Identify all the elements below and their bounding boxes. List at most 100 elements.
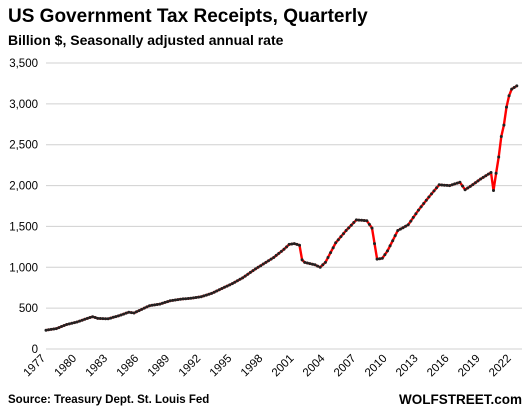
data-point — [473, 181, 477, 185]
x-tick-label: 2016 — [425, 353, 452, 380]
data-point — [334, 241, 338, 245]
x-tick-label: 2007 — [332, 353, 359, 380]
data-point — [362, 219, 366, 222]
x-axis-ticks: 1977 1980 1983 1986 1989 1992 1995 1998 2001 2004… — [22, 352, 514, 379]
data-point — [401, 226, 405, 230]
data-point — [49, 327, 53, 331]
data-point — [248, 270, 252, 274]
data-point — [321, 263, 325, 267]
data-point — [62, 324, 66, 327]
data-point — [52, 327, 56, 331]
data-point — [202, 294, 206, 298]
data-point — [282, 247, 286, 251]
data-point — [168, 299, 172, 303]
data-point — [466, 186, 470, 190]
data-point — [507, 94, 511, 98]
data-point — [308, 262, 312, 266]
data-point — [194, 296, 198, 299]
brand-watermark: WOLFSTREET.com — [398, 392, 522, 407]
data-point — [316, 264, 320, 268]
y-tick-label: 0 — [32, 344, 38, 356]
data-point — [396, 229, 400, 232]
data-point — [272, 256, 276, 259]
data-point — [142, 306, 146, 310]
data-point — [409, 219, 413, 223]
x-tick-label: 1998 — [239, 353, 266, 380]
data-point — [398, 227, 402, 231]
data-point — [292, 242, 296, 246]
data-point — [176, 298, 180, 302]
data-point — [318, 265, 322, 269]
data-point — [274, 253, 278, 257]
data-point — [450, 183, 454, 187]
data-point — [512, 86, 516, 89]
data-point — [479, 177, 483, 181]
x-tick-label: 1992 — [177, 353, 204, 380]
data-point — [217, 288, 221, 292]
data-point — [331, 246, 335, 250]
data-point — [184, 297, 188, 301]
data-point — [424, 198, 428, 202]
data-point — [132, 311, 136, 315]
data-point — [109, 316, 113, 320]
x-tick-label: 2001 — [270, 353, 297, 380]
data-point — [264, 260, 268, 264]
data-point — [114, 315, 118, 319]
chart-subtitle: Billion $, Seasonally adjusted annual ra… — [8, 32, 284, 48]
data-point — [287, 242, 291, 246]
data-point — [241, 276, 245, 280]
data-point — [91, 315, 95, 319]
data-point — [486, 172, 490, 176]
data-point — [290, 242, 294, 246]
data-point — [189, 296, 193, 300]
data-point — [339, 235, 343, 239]
data-point — [505, 105, 508, 109]
data-point — [179, 297, 182, 301]
data-point — [73, 321, 76, 325]
data-point — [173, 298, 177, 302]
data-point — [148, 304, 151, 308]
data-point — [432, 189, 436, 193]
data-point — [145, 305, 149, 309]
data-point — [166, 300, 170, 304]
data-point — [370, 226, 374, 230]
data-point — [111, 315, 115, 319]
data-point — [124, 311, 128, 315]
data-point — [93, 316, 97, 319]
data-point — [85, 316, 89, 320]
data-point — [357, 218, 361, 222]
data-point — [243, 274, 247, 278]
data-point — [391, 239, 395, 243]
data-point — [427, 195, 431, 199]
x-tick-label: 2022 — [487, 353, 514, 380]
data-point — [78, 319, 82, 323]
data-point — [135, 310, 138, 314]
data-point — [129, 311, 133, 315]
data-point — [254, 267, 257, 271]
data-point — [484, 174, 488, 178]
x-tick-label: 1983 — [84, 353, 111, 380]
data-point — [192, 296, 195, 300]
data-point — [137, 309, 141, 313]
y-tick-label: 2,000 — [9, 181, 38, 193]
data-point — [492, 189, 495, 192]
data-point — [476, 179, 480, 183]
data-point — [354, 218, 358, 222]
data-point — [119, 313, 123, 317]
data-point — [80, 318, 84, 322]
data-point — [230, 282, 234, 286]
x-tick-label: 1989 — [146, 353, 173, 380]
data-point — [360, 218, 364, 222]
data-point — [60, 325, 63, 328]
data-point — [417, 208, 420, 212]
data-point — [256, 265, 260, 269]
y-tick-label: 1,000 — [9, 262, 38, 274]
data-point — [461, 184, 464, 188]
data-point — [47, 328, 51, 332]
data-point — [246, 272, 250, 276]
data-point — [430, 192, 433, 196]
data-point — [344, 229, 348, 232]
data-point — [463, 188, 467, 192]
data-point — [494, 171, 498, 175]
data-point — [411, 215, 415, 219]
